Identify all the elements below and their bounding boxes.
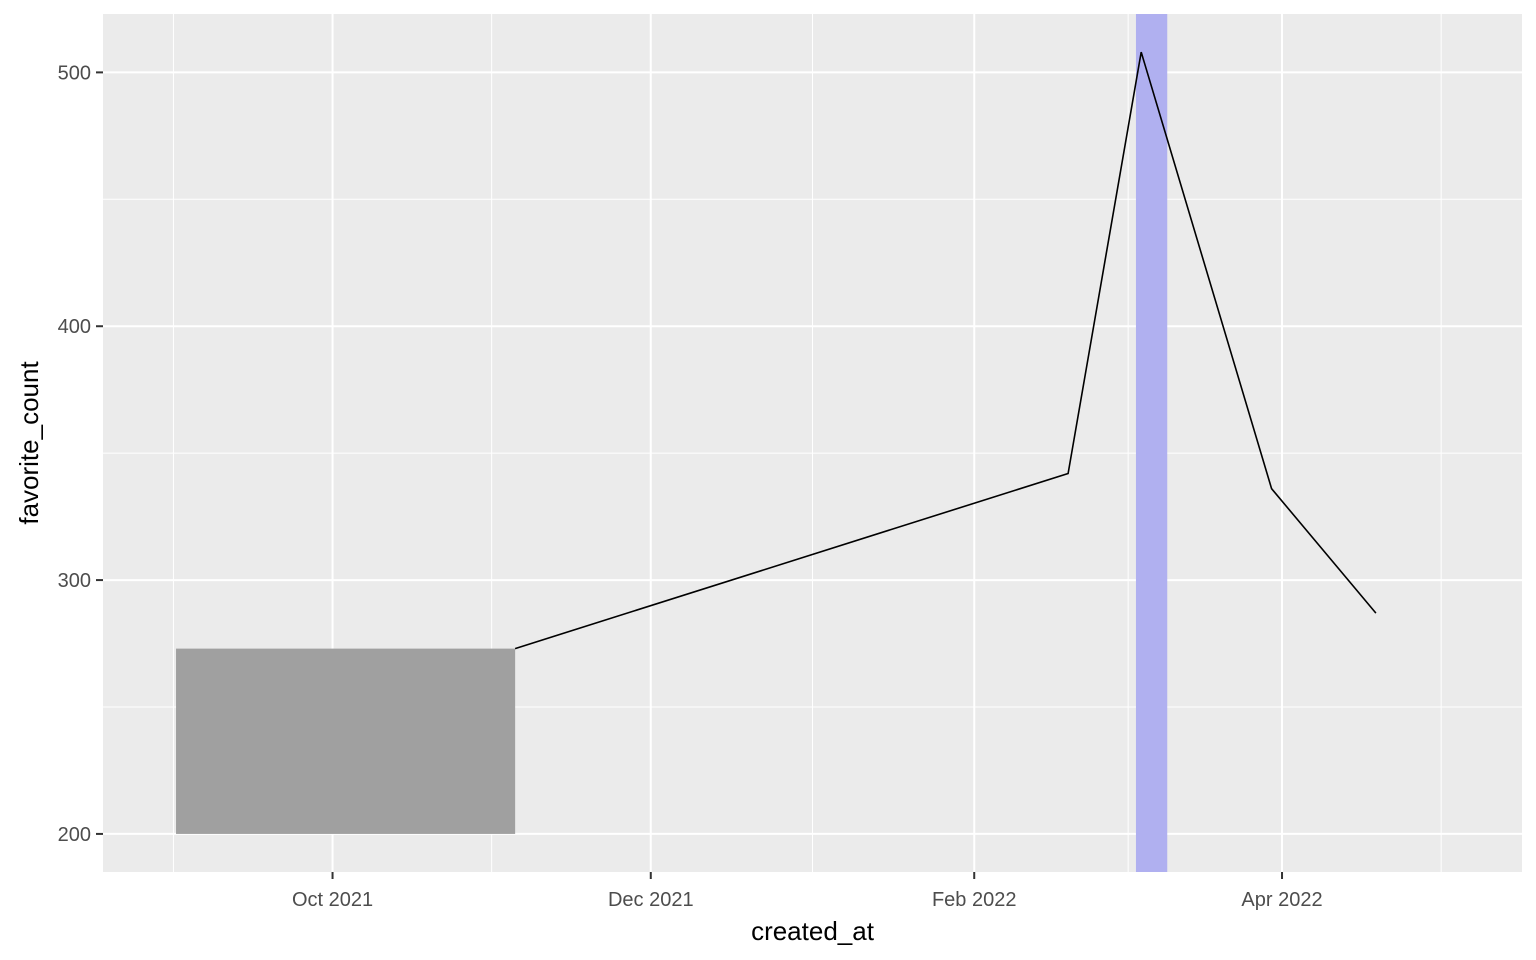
y-tick-label: 400 xyxy=(58,316,91,338)
x-tick-label: Apr 2022 xyxy=(1241,889,1322,911)
series-line-1 xyxy=(514,51,1377,650)
grid-minor xyxy=(103,14,1522,872)
grid-major xyxy=(103,14,1522,872)
annotation-rect-1 xyxy=(176,648,516,834)
x-axis: Oct 2021 Dec 2021 Feb 2022 Apr 2022 xyxy=(292,872,1323,911)
y-tick-label: 200 xyxy=(58,824,91,846)
y-tick-label: 300 xyxy=(58,570,91,592)
y-axis-title: favorite_count xyxy=(14,361,44,525)
x-axis-title: created_at xyxy=(751,916,875,946)
y-axis: 200 300 400 500 xyxy=(58,62,103,846)
x-tick-label: Dec 2021 xyxy=(608,889,694,911)
y-tick-label: 500 xyxy=(58,62,91,84)
x-tick-label: Oct 2021 xyxy=(292,889,373,911)
annotation-rect-2 xyxy=(1135,14,1168,872)
series-layer xyxy=(514,51,1377,650)
x-tick-label: Feb 2022 xyxy=(932,889,1017,911)
annotation-layer xyxy=(176,14,1168,872)
